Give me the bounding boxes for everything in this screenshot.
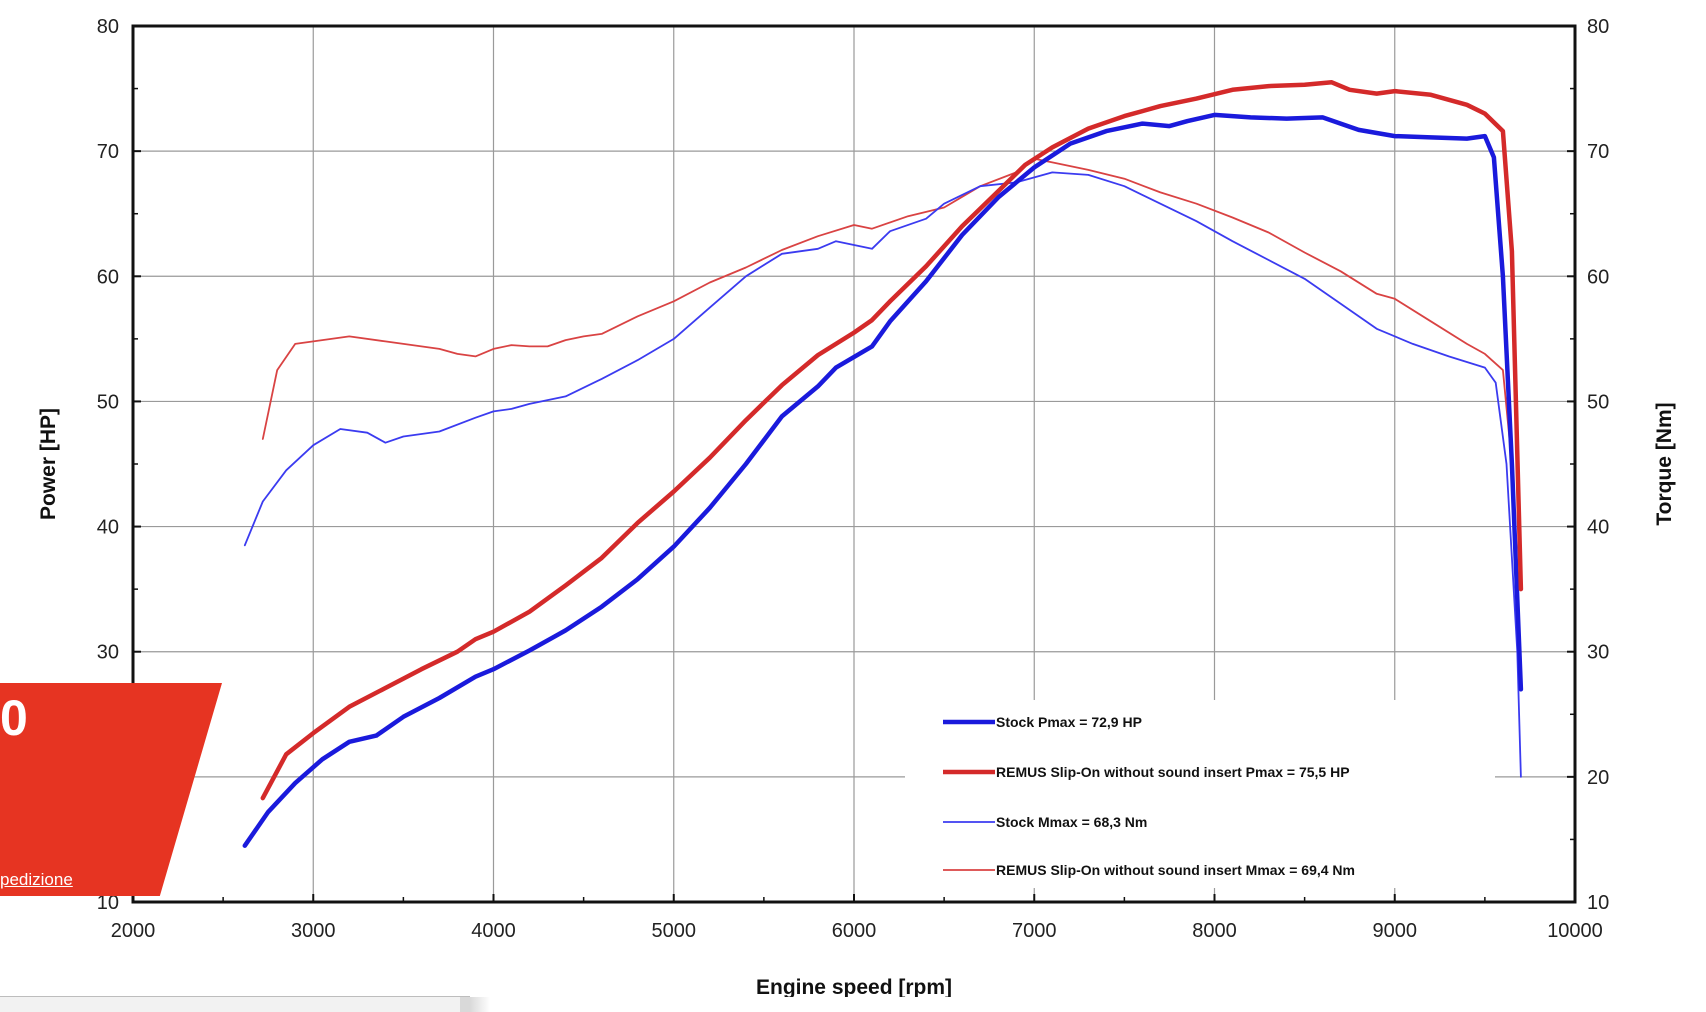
series-line-1 (260, 80, 1524, 801)
legend-label-1: REMUS Slip-On without sound insert Pmax … (996, 764, 1350, 780)
legend-label-2: Stock Mmax = 68,3 Nm (996, 814, 1147, 830)
y-tick-label-right: 10 (1587, 892, 1609, 914)
series-layer (242, 80, 1524, 848)
series-line-2 (243, 171, 1522, 778)
y-tick-label-right: 70 (1587, 141, 1609, 163)
ticks: 2000 3000 4000 5000 6000 7000 8000 9000 10000 10 2… (97, 16, 1610, 942)
y-tick-label-right: 30 (1587, 642, 1609, 664)
legend-label-3: REMUS Slip-On without sound insert Mmax … (996, 862, 1355, 878)
x-tick-label: 4000 (471, 920, 516, 942)
x-axis-title: Engine speed [rpm] (756, 976, 952, 999)
x-tick-label: 8000 (1192, 920, 1237, 942)
series-line-0 (242, 112, 1524, 848)
grid (133, 26, 1575, 902)
x-tick-label: 3000 (291, 920, 336, 942)
shipping-link[interactable]: pedizione (0, 870, 73, 889)
legend: Stock Pmax = 72,9 HP REMUS Slip-On withou… (905, 700, 1495, 888)
promo-number: 0 (0, 690, 28, 746)
y-tick-label-right: 20 (1587, 767, 1609, 789)
x-tick-label: 2000 (111, 920, 156, 942)
y-tick-label-left: 70 (97, 141, 119, 163)
y-tick-label-left: 60 (97, 266, 119, 288)
x-tick-label: 5000 (652, 920, 697, 942)
y-tick-label-left: 50 (97, 391, 119, 413)
y-axis-left-title: Power [HP] (37, 408, 60, 520)
x-tick-label: 6000 (832, 920, 877, 942)
y-axis-right-title: Torque [Nm] (1653, 402, 1676, 525)
y-tick-label-left: 10 (97, 892, 119, 914)
y-tick-label-right: 50 (1587, 391, 1609, 413)
series-line-3 (261, 157, 1522, 691)
x-tick-label: 7000 (1012, 920, 1057, 942)
y-tick-label-right: 40 (1587, 517, 1609, 539)
legend-label-0: Stock Pmax = 72,9 HP (996, 714, 1142, 730)
y-tick-label-right: 80 (1587, 16, 1609, 38)
y-tick-label-right: 60 (1587, 266, 1609, 288)
y-tick-label-left: 40 (97, 517, 119, 539)
x-tick-label: 9000 (1373, 920, 1418, 942)
y-tick-label-left: 30 (97, 642, 119, 664)
legend-box (905, 700, 1495, 888)
y-tick-label-left: 80 (97, 16, 119, 38)
x-tick-label: 10000 (1547, 920, 1603, 942)
bottom-strip (0, 997, 1706, 1012)
